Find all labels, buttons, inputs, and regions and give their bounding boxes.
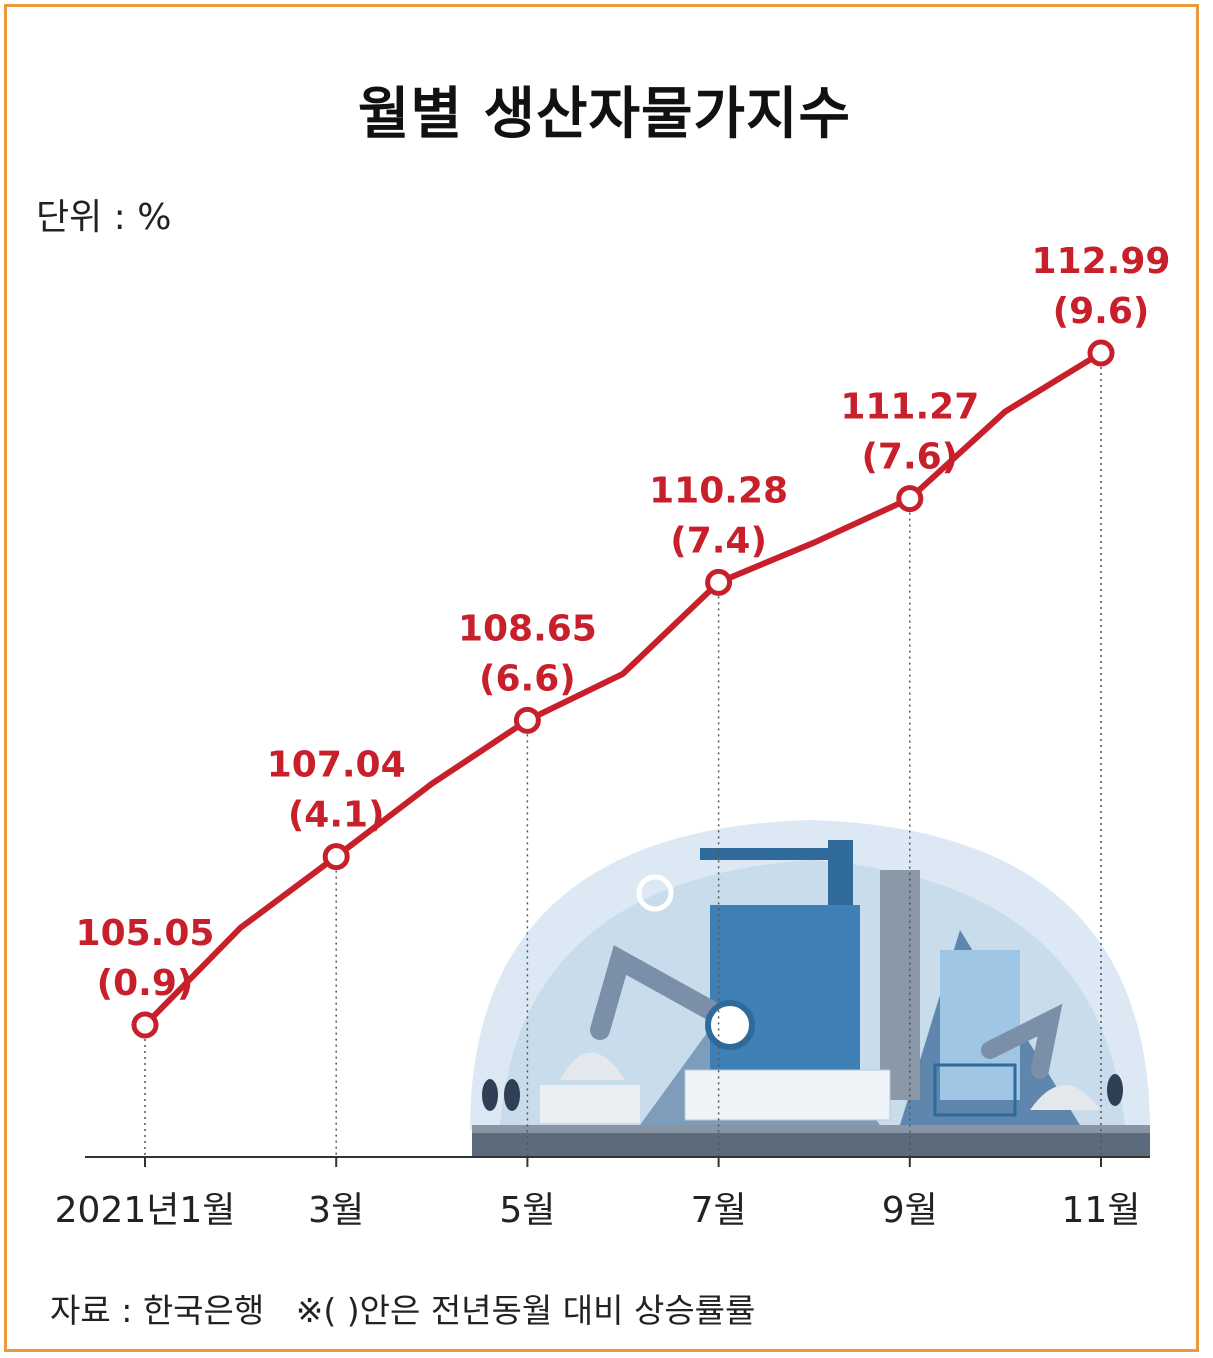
x-tick-label: 5월 [499,1190,555,1231]
chart-title: 월별 생산자물가지수 [357,82,852,147]
data-label-value: 112.99 [1032,241,1171,282]
drop-lines [144,367,1102,1167]
data-point [131,1011,159,1039]
source-note: 자료 : 한국은행 ※( )안은 전년동월 대비 상승률률 [50,1291,756,1330]
x-tick-labels: 2021년1월 3월 5월 7월 9월 11월 [55,1190,1141,1231]
data-labels: 105.05 (0.9) 107.04 (4.1) 108.65 (6.6) 110.28 (… [76,241,1171,1004]
data-label-yoy: (4.1) [288,795,385,836]
series-line [142,350,1103,1028]
data-point [322,843,350,871]
data-label-yoy: (9.6) [1053,291,1150,332]
x-tick-label: 9월 [882,1190,938,1231]
data-point [513,706,541,734]
data-points [131,339,1115,1039]
data-point [896,485,924,513]
data-label-yoy: (0.9) [97,963,194,1004]
unit-label: 단위 : % [36,197,172,238]
data-point [1087,339,1115,367]
x-tick-label: 11월 [1062,1190,1141,1231]
data-label-yoy: (6.6) [479,658,576,699]
x-tick-label: 7월 [691,1190,747,1231]
data-label-yoy: (7.6) [861,437,958,478]
data-label-value: 105.05 [76,913,215,954]
x-tick-label: 2021년1월 [55,1190,236,1231]
factory-illustration [470,820,1150,1157]
data-label-value: 110.28 [649,470,788,511]
data-label-yoy: (7.4) [670,520,767,561]
data-point [705,568,733,596]
x-tick-label: 3월 [308,1190,364,1231]
data-label-value: 108.65 [458,608,597,649]
data-label-value: 107.04 [267,745,406,786]
data-label-value: 111.27 [840,387,979,428]
